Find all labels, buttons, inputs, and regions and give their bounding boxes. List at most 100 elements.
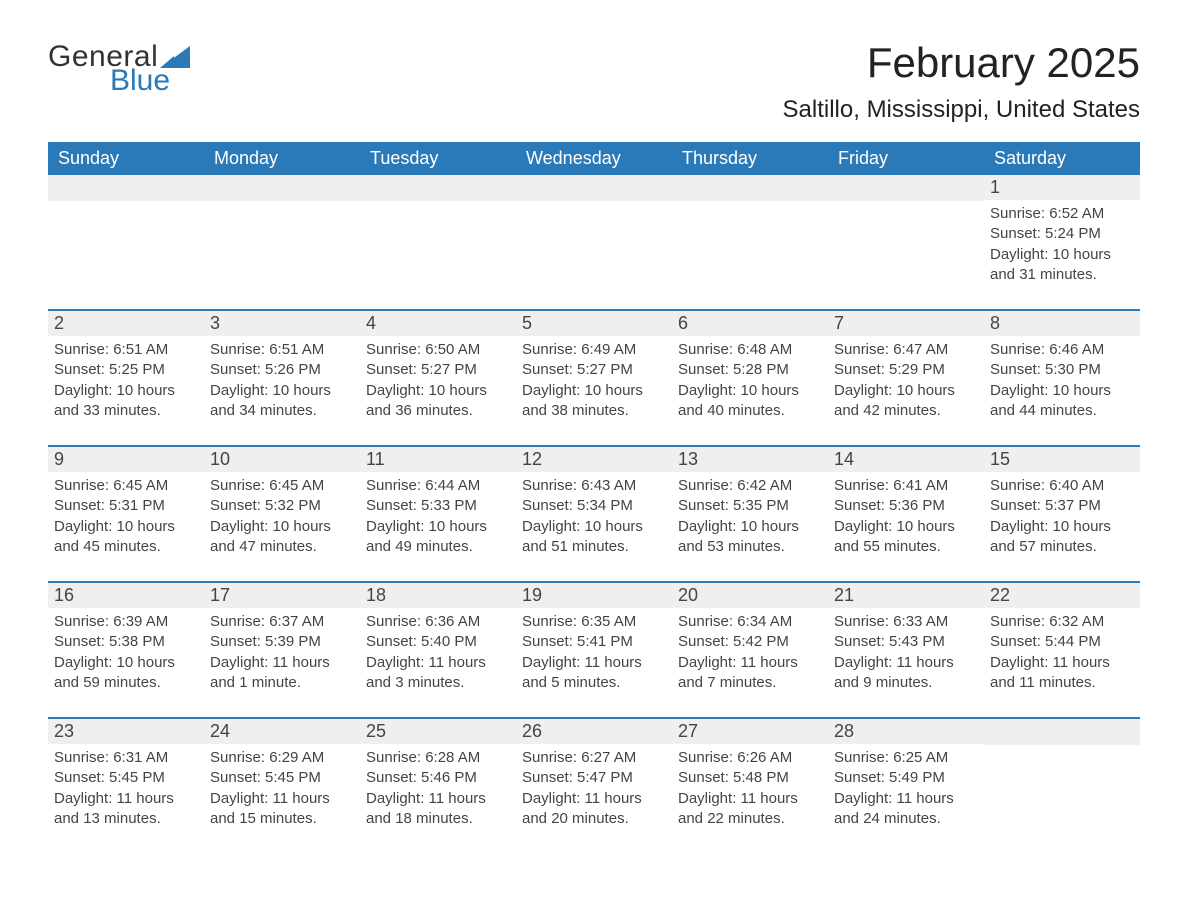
sunset-line: Sunset: 5:26 PM <box>210 360 354 380</box>
day-number: 23 <box>48 719 204 744</box>
day-details: Sunrise: 6:36 AMSunset: 5:40 PMDaylight:… <box>360 608 516 717</box>
calendar-cell: 23Sunrise: 6:31 AMSunset: 5:45 PMDayligh… <box>48 718 204 853</box>
sunrise-line: Sunrise: 6:40 AM <box>990 476 1134 496</box>
calendar-cell: 4Sunrise: 6:50 AMSunset: 5:27 PMDaylight… <box>360 310 516 446</box>
day-number: 19 <box>516 583 672 608</box>
day-number: 3 <box>204 311 360 336</box>
day-details: Sunrise: 6:47 AMSunset: 5:29 PMDaylight:… <box>828 336 984 445</box>
calendar-cell: 20Sunrise: 6:34 AMSunset: 5:42 PMDayligh… <box>672 582 828 718</box>
daylight-line: Daylight: 11 hours and 9 minutes. <box>834 653 978 694</box>
daylight-line: Daylight: 11 hours and 5 minutes. <box>522 653 666 694</box>
calendar-cell: 3Sunrise: 6:51 AMSunset: 5:26 PMDaylight… <box>204 310 360 446</box>
sunrise-line: Sunrise: 6:26 AM <box>678 748 822 768</box>
title-block: February 2025 Saltillo, Mississippi, Uni… <box>783 40 1140 124</box>
sunset-line: Sunset: 5:27 PM <box>366 360 510 380</box>
sunset-line: Sunset: 5:27 PM <box>522 360 666 380</box>
day-number: 2 <box>48 311 204 336</box>
day-details: Sunrise: 6:39 AMSunset: 5:38 PMDaylight:… <box>48 608 204 717</box>
weekday-header: Wednesday <box>516 142 672 175</box>
daylight-line: Daylight: 11 hours and 24 minutes. <box>834 789 978 830</box>
day-number: 10 <box>204 447 360 472</box>
sunrise-line: Sunrise: 6:28 AM <box>366 748 510 768</box>
day-number <box>516 175 672 201</box>
sunset-line: Sunset: 5:31 PM <box>54 496 198 516</box>
day-details: Sunrise: 6:51 AMSunset: 5:25 PMDaylight:… <box>48 336 204 445</box>
day-number: 17 <box>204 583 360 608</box>
sunrise-line: Sunrise: 6:31 AM <box>54 748 198 768</box>
calendar-cell: 1Sunrise: 6:52 AMSunset: 5:24 PMDaylight… <box>984 175 1140 310</box>
calendar-cell <box>48 175 204 310</box>
daylight-line: Daylight: 11 hours and 13 minutes. <box>54 789 198 830</box>
calendar-cell <box>828 175 984 310</box>
day-number: 12 <box>516 447 672 472</box>
calendar-cell: 7Sunrise: 6:47 AMSunset: 5:29 PMDaylight… <box>828 310 984 446</box>
calendar-week: 2Sunrise: 6:51 AMSunset: 5:25 PMDaylight… <box>48 310 1140 446</box>
weekday-header: Friday <box>828 142 984 175</box>
sunset-line: Sunset: 5:37 PM <box>990 496 1134 516</box>
sunrise-line: Sunrise: 6:51 AM <box>54 340 198 360</box>
calendar-cell: 24Sunrise: 6:29 AMSunset: 5:45 PMDayligh… <box>204 718 360 853</box>
day-number: 8 <box>984 311 1140 336</box>
calendar-table: SundayMondayTuesdayWednesdayThursdayFrid… <box>48 142 1140 853</box>
weekday-header-row: SundayMondayTuesdayWednesdayThursdayFrid… <box>48 142 1140 175</box>
sunrise-line: Sunrise: 6:49 AM <box>522 340 666 360</box>
calendar-week: 16Sunrise: 6:39 AMSunset: 5:38 PMDayligh… <box>48 582 1140 718</box>
sunrise-line: Sunrise: 6:44 AM <box>366 476 510 496</box>
day-number <box>672 175 828 201</box>
daylight-line: Daylight: 10 hours and 59 minutes. <box>54 653 198 694</box>
sunrise-line: Sunrise: 6:29 AM <box>210 748 354 768</box>
day-details: Sunrise: 6:26 AMSunset: 5:48 PMDaylight:… <box>672 744 828 853</box>
sunrise-line: Sunrise: 6:50 AM <box>366 340 510 360</box>
weekday-header: Tuesday <box>360 142 516 175</box>
month-title: February 2025 <box>783 40 1140 86</box>
sunrise-line: Sunrise: 6:45 AM <box>54 476 198 496</box>
weekday-header: Saturday <box>984 142 1140 175</box>
sunset-line: Sunset: 5:30 PM <box>990 360 1134 380</box>
calendar-cell: 10Sunrise: 6:45 AMSunset: 5:32 PMDayligh… <box>204 446 360 582</box>
daylight-line: Daylight: 11 hours and 20 minutes. <box>522 789 666 830</box>
day-details: Sunrise: 6:33 AMSunset: 5:43 PMDaylight:… <box>828 608 984 717</box>
day-number: 27 <box>672 719 828 744</box>
sunrise-line: Sunrise: 6:34 AM <box>678 612 822 632</box>
calendar-cell: 17Sunrise: 6:37 AMSunset: 5:39 PMDayligh… <box>204 582 360 718</box>
day-number <box>360 175 516 201</box>
sunset-line: Sunset: 5:40 PM <box>366 632 510 652</box>
daylight-line: Daylight: 11 hours and 3 minutes. <box>366 653 510 694</box>
sunrise-line: Sunrise: 6:33 AM <box>834 612 978 632</box>
sunrise-line: Sunrise: 6:48 AM <box>678 340 822 360</box>
day-number: 4 <box>360 311 516 336</box>
sunset-line: Sunset: 5:42 PM <box>678 632 822 652</box>
sunset-line: Sunset: 5:45 PM <box>210 768 354 788</box>
day-number: 14 <box>828 447 984 472</box>
day-details-empty <box>204 201 360 249</box>
sunset-line: Sunset: 5:33 PM <box>366 496 510 516</box>
day-details: Sunrise: 6:41 AMSunset: 5:36 PMDaylight:… <box>828 472 984 581</box>
sunset-line: Sunset: 5:47 PM <box>522 768 666 788</box>
sunset-line: Sunset: 5:28 PM <box>678 360 822 380</box>
sunset-line: Sunset: 5:48 PM <box>678 768 822 788</box>
day-number: 9 <box>48 447 204 472</box>
sunrise-line: Sunrise: 6:27 AM <box>522 748 666 768</box>
calendar-cell: 26Sunrise: 6:27 AMSunset: 5:47 PMDayligh… <box>516 718 672 853</box>
day-number: 5 <box>516 311 672 336</box>
sunrise-line: Sunrise: 6:43 AM <box>522 476 666 496</box>
sunrise-line: Sunrise: 6:37 AM <box>210 612 354 632</box>
sunrise-line: Sunrise: 6:41 AM <box>834 476 978 496</box>
day-number: 15 <box>984 447 1140 472</box>
calendar-week: 1Sunrise: 6:52 AMSunset: 5:24 PMDaylight… <box>48 175 1140 310</box>
sunset-line: Sunset: 5:44 PM <box>990 632 1134 652</box>
day-details: Sunrise: 6:50 AMSunset: 5:27 PMDaylight:… <box>360 336 516 445</box>
daylight-line: Daylight: 10 hours and 40 minutes. <box>678 381 822 422</box>
calendar-cell: 25Sunrise: 6:28 AMSunset: 5:46 PMDayligh… <box>360 718 516 853</box>
daylight-line: Daylight: 11 hours and 1 minute. <box>210 653 354 694</box>
calendar-cell: 28Sunrise: 6:25 AMSunset: 5:49 PMDayligh… <box>828 718 984 853</box>
calendar-cell: 22Sunrise: 6:32 AMSunset: 5:44 PMDayligh… <box>984 582 1140 718</box>
weekday-header: Thursday <box>672 142 828 175</box>
day-number: 22 <box>984 583 1140 608</box>
day-number: 20 <box>672 583 828 608</box>
calendar-cell <box>984 718 1140 853</box>
day-details: Sunrise: 6:31 AMSunset: 5:45 PMDaylight:… <box>48 744 204 853</box>
sunset-line: Sunset: 5:43 PM <box>834 632 978 652</box>
day-details-empty <box>48 201 204 249</box>
calendar-cell <box>360 175 516 310</box>
